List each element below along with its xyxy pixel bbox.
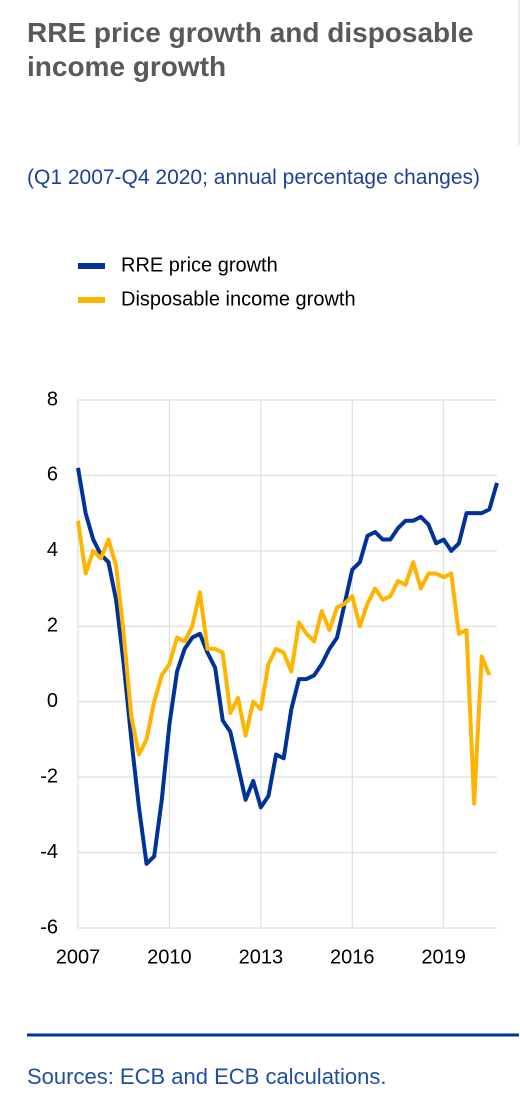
subtitle-box: (Q1 2007-Q4 2020; annual percentage chan…	[27, 166, 480, 189]
x-tick-label: 2019	[421, 946, 466, 968]
y-tick-label: 8	[47, 388, 58, 410]
legend-label: Disposable income growth	[121, 288, 356, 310]
x-tick-label: 2016	[330, 946, 375, 968]
legend-label: RRE price growth	[121, 254, 278, 276]
series-line	[76, 520, 492, 806]
source-note: Sources: ECB and ECB calculations.	[27, 1064, 387, 1089]
x-tick-label: 2013	[239, 946, 284, 968]
y-tick-label: -4	[40, 841, 58, 863]
y-tick-label: -6	[40, 916, 58, 938]
chart-subtitle: (Q1 2007-Q4 2020; annual percentage chan…	[27, 166, 480, 189]
y-tick-label: 2	[47, 615, 58, 637]
y-tick-label: -2	[40, 765, 58, 787]
title-box: RRE price growth and disposable income g…	[27, 17, 474, 82]
x-tick-label: 2007	[56, 946, 101, 968]
chart-title: RRE price growth and disposable income g…	[27, 17, 474, 82]
y-tick-label: 4	[47, 539, 58, 561]
series-line	[76, 467, 499, 866]
y-tick-label: 0	[47, 690, 58, 712]
x-tick-label: 2010	[147, 946, 192, 968]
y-tick-label: 6	[47, 464, 58, 486]
